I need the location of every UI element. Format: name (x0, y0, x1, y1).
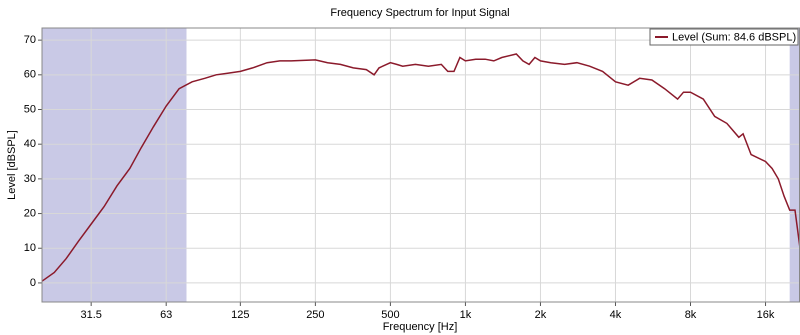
series-line (41, 53, 800, 282)
y-tick-label: 10 (24, 242, 36, 254)
x-tick-label: 8k (685, 309, 697, 321)
y-tick-label: 60 (24, 69, 36, 81)
chart-title: Frequency Spectrum for Input Signal (330, 7, 509, 19)
y-tick-label: 0 (30, 277, 36, 289)
shaded-range (42, 28, 187, 302)
x-tick-label: 4k (610, 309, 622, 321)
x-tick-label: 63 (160, 309, 172, 321)
x-tick-label: 2k (535, 309, 547, 321)
x-tick-label: 125 (231, 309, 249, 321)
y-tick-label: 70 (24, 34, 36, 46)
legend-box (649, 28, 799, 46)
y-tick-label: 30 (24, 173, 36, 185)
x-tick-label: 31.5 (80, 309, 101, 321)
shaded-range (789, 28, 800, 302)
x-tick-label: 250 (306, 309, 324, 321)
x-axis-label: Frequency [Hz] (383, 321, 458, 333)
x-tick-label: 500 (381, 309, 399, 321)
y-tick-label: 50 (24, 103, 36, 115)
x-tick-label: 16k (757, 309, 775, 321)
y-axis-label: Level [dBSPL] (6, 130, 18, 200)
legend-label: Level (Sum: 84.6 dBSPL) (672, 31, 796, 43)
y-tick-label: 40 (24, 138, 36, 150)
legend: Level (Sum: 84.6 dBSPL) (649, 28, 799, 46)
x-tick-label: 1k (460, 309, 472, 321)
y-tick-label: 20 (24, 207, 36, 219)
